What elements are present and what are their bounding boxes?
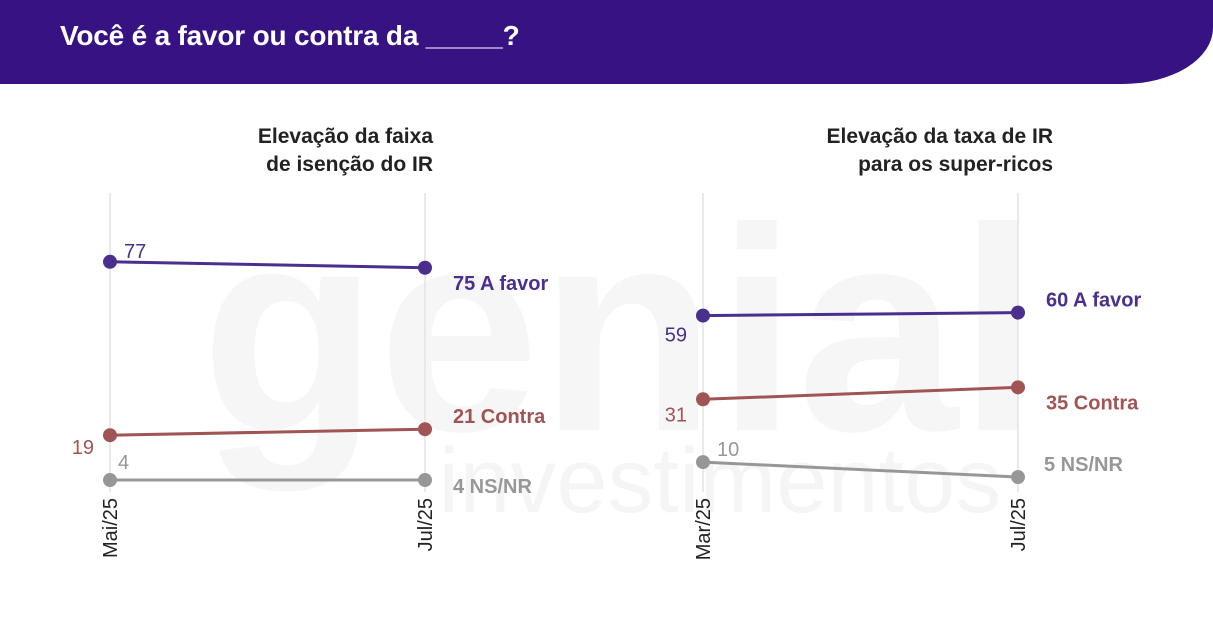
- chart1-point-contra-2: [418, 422, 432, 437]
- chart1-end-label-ns-nr: 4 NS/NR: [453, 476, 532, 498]
- chart1-start-label-contra: 19: [72, 437, 94, 459]
- chart2-start-label-ns-nr: 10: [717, 439, 739, 461]
- chart2-x-tick-label-1: Mar/25: [693, 498, 715, 560]
- chart2-series-line-a-favor: [702, 311, 1019, 318]
- chart2-point-contra-2: [1011, 380, 1025, 395]
- chart2-point-ns-nr-1: [696, 455, 710, 470]
- chart1-point-a-favor-1: [103, 254, 117, 269]
- chart2-series-line-ns-nr: [702, 460, 1019, 479]
- chart1-series-line-a-favor: [109, 260, 426, 270]
- chart2-point-ns-nr-2: [1011, 470, 1025, 485]
- chart2-x-tick-label-2: Jul/25: [1008, 498, 1030, 551]
- chart2-point-a-favor-2: [1011, 305, 1025, 320]
- chart1-point-ns-nr-2: [418, 473, 432, 488]
- chart2-end-label-a-favor: 60 A favor: [1046, 290, 1141, 312]
- chart2-end-label-contra: 35 Contra: [1046, 392, 1139, 414]
- chart1-series-line-contra: [109, 427, 426, 437]
- header-bar: Você é a favor ou contra da _____?: [0, 0, 1213, 84]
- chart1-title: Elevação da faixa de isenção do IR: [258, 123, 433, 179]
- chart2-point-contra-1: [696, 392, 710, 407]
- chart1-end-label-a-favor: 75 A favor: [453, 273, 548, 295]
- chart2-point-a-favor-1: [696, 308, 710, 323]
- chart2-start-label-contra: 31: [665, 404, 687, 426]
- chart1-start-label-ns-nr: 4: [118, 452, 129, 474]
- chart1-point-ns-nr-1: [103, 473, 117, 488]
- chart1-x-tick-label-1: Mai/25: [100, 498, 122, 558]
- chart2-title-line2: para os super-ricos: [858, 153, 1053, 176]
- page-title: Você é a favor ou contra da _____?: [60, 20, 520, 51]
- chart2-end-label-ns-nr: 5 NS/NR: [1044, 454, 1123, 476]
- chart1-start-label-a-favor: 77: [124, 241, 146, 263]
- chart2-title: Elevação da taxa de IR para os super-ric…: [827, 123, 1053, 179]
- chart2-series-line-contra: [702, 385, 1019, 401]
- chart1-title-line2: de isenção do IR: [266, 153, 433, 176]
- chart1-point-contra-1: [103, 428, 117, 443]
- chart2-title-line1: Elevação da taxa de IR: [826, 125, 1053, 148]
- chart2-start-label-a-favor: 59: [665, 325, 687, 347]
- chart1-x-tick-label-2: Jul/25: [415, 498, 437, 551]
- chart1-title-line1: Elevação da faixa: [257, 125, 433, 148]
- chart1-end-label-contra: 21 Contra: [453, 406, 546, 428]
- chart1-point-a-favor-2: [418, 260, 432, 275]
